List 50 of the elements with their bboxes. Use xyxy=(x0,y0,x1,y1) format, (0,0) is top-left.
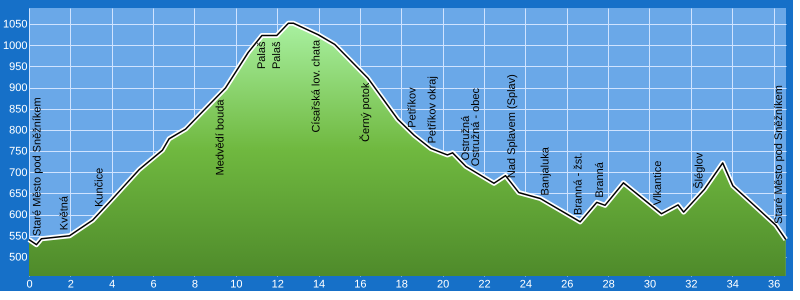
x-tick-label: 32 xyxy=(685,278,698,290)
x-tick-label: 28 xyxy=(602,278,615,290)
annotation: Ostružná xyxy=(460,114,472,160)
annotation: Černý potok xyxy=(359,82,372,142)
annotation: Banjaluka xyxy=(539,146,552,196)
x-tick-label: 2 xyxy=(68,278,74,290)
x-tick-label: 20 xyxy=(437,278,450,290)
x-tick-label: 22 xyxy=(478,278,491,290)
annotation: Palaš xyxy=(270,41,283,70)
x-tick-label: 30 xyxy=(644,278,656,290)
y-tick-label: 1050 xyxy=(3,18,28,31)
x-tick-label: 10 xyxy=(230,278,242,290)
annotation: Medvědí bouda xyxy=(214,98,226,176)
y-tick-label: 550 xyxy=(9,230,28,242)
y-tick-label: 500 xyxy=(9,251,28,264)
annotation: Palaš xyxy=(256,41,268,70)
annotation: Staré Město pod Sněžníkem xyxy=(773,85,786,224)
x-tick-label: 12 xyxy=(272,278,284,290)
annotation: Květná xyxy=(58,195,71,230)
annotation: Nad Splavem (Splav) xyxy=(506,74,518,178)
annotation: Branná xyxy=(594,161,606,198)
y-tick-label: 750 xyxy=(9,146,28,158)
annotation: Staré Město pod Sněžníkem xyxy=(32,97,44,236)
x-tick-label: 4 xyxy=(109,278,116,290)
annotation: Petříkov xyxy=(406,86,419,128)
annotation: Šléglov xyxy=(692,152,706,189)
annotation: Kunčice xyxy=(93,168,106,207)
x-tick-label: 36 xyxy=(768,278,780,290)
x-tick-label: 14 xyxy=(312,278,326,290)
y-tick-label: 900 xyxy=(9,82,28,94)
annotation: Vlkantice xyxy=(652,160,664,206)
x-tick-label: 26 xyxy=(561,278,574,290)
x-tick-label: 16 xyxy=(354,278,367,290)
annotation: Petříkov okraj xyxy=(426,76,439,144)
y-tick-label: 850 xyxy=(9,103,28,116)
y-tick-label: 700 xyxy=(9,166,28,179)
x-tick-label: 8 xyxy=(192,278,198,290)
x-tick-label: 0 xyxy=(26,278,33,290)
x-tick-label: 34 xyxy=(726,278,739,290)
y-tick-label: 600 xyxy=(9,209,28,222)
x-tick-label: 24 xyxy=(520,278,532,290)
y-tick-label: 800 xyxy=(9,124,28,136)
annotation: Ostružná - obec xyxy=(470,88,482,166)
annotation: Branná - žst. xyxy=(572,152,585,215)
y-tick-label: 1000 xyxy=(3,40,28,52)
y-tick-label: 650 xyxy=(9,188,28,200)
annotation: Císařská lov. chata xyxy=(310,38,322,133)
x-tick-label: 6 xyxy=(150,278,157,290)
x-tick-label: 18 xyxy=(396,278,408,290)
y-tick-label: 950 xyxy=(9,60,28,73)
